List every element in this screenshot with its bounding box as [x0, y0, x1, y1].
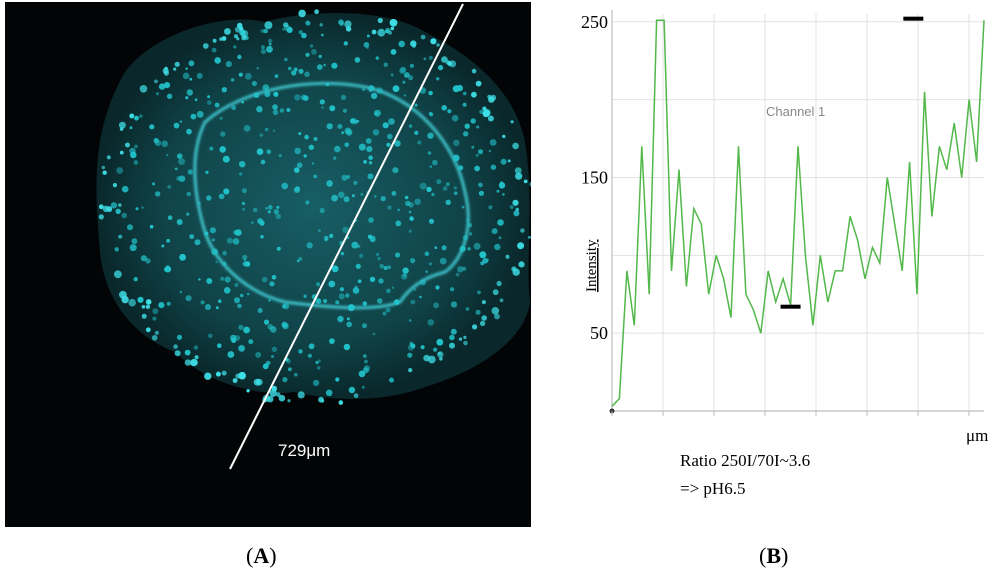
y-tick-label: 150	[581, 167, 608, 187]
intensity-marker	[903, 16, 924, 21]
chart-canvas: 50 150 250 Channel 1 Intensity μm	[581, 10, 988, 445]
y-tick-label: 50	[590, 323, 608, 343]
y-axis-label: Intensity	[584, 239, 600, 292]
intensity-marker	[780, 304, 801, 309]
scale-label: 729μm	[278, 441, 331, 460]
profile-line	[229, 3, 464, 470]
micrograph-panel: 729μm	[5, 2, 531, 527]
inner-cell-boundary	[193, 81, 470, 310]
ph-annotation: => pH6.5	[680, 479, 746, 498]
panel-a-label: (A)	[246, 543, 277, 568]
series-line-channel-1	[611, 19, 985, 407]
y-tick-label: 250	[581, 12, 608, 32]
micrograph-image	[96, 3, 531, 470]
x-axis-label: μm	[966, 426, 988, 445]
panel-b-label: (B)	[759, 543, 789, 568]
fluorescent-granules	[98, 9, 531, 405]
intensity-chart: 50 150 250 Channel 1 Intensity μm	[570, 0, 1000, 500]
ratio-annotation: Ratio 250I/70I~3.6	[680, 451, 811, 470]
cell-mass	[96, 12, 530, 399]
series-label: Channel 1	[766, 104, 825, 119]
